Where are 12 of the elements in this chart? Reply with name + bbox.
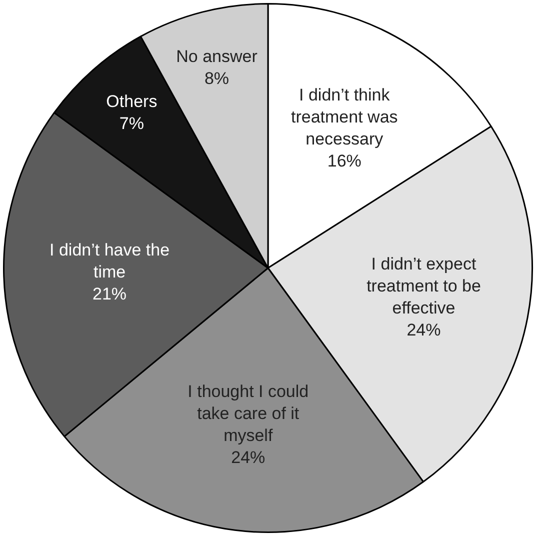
data-label: 24% <box>406 320 441 340</box>
data-label: 16% <box>327 152 362 171</box>
slice-label: I didn’t expect treatment to be effective <box>366 254 481 318</box>
slice-label: No answer <box>176 47 258 66</box>
data-label: 7% <box>119 114 144 134</box>
slice-label: I didn’t think treatment was necessary <box>291 86 398 149</box>
data-label: 24% <box>231 448 266 467</box>
slice-label: Others <box>106 92 158 112</box>
data-label: 21% <box>92 284 127 304</box>
slice-label: I didn’t have the time <box>50 240 170 282</box>
slice-label: I thought I could take care of it myself <box>188 382 309 445</box>
data-label: 8% <box>204 69 230 88</box>
